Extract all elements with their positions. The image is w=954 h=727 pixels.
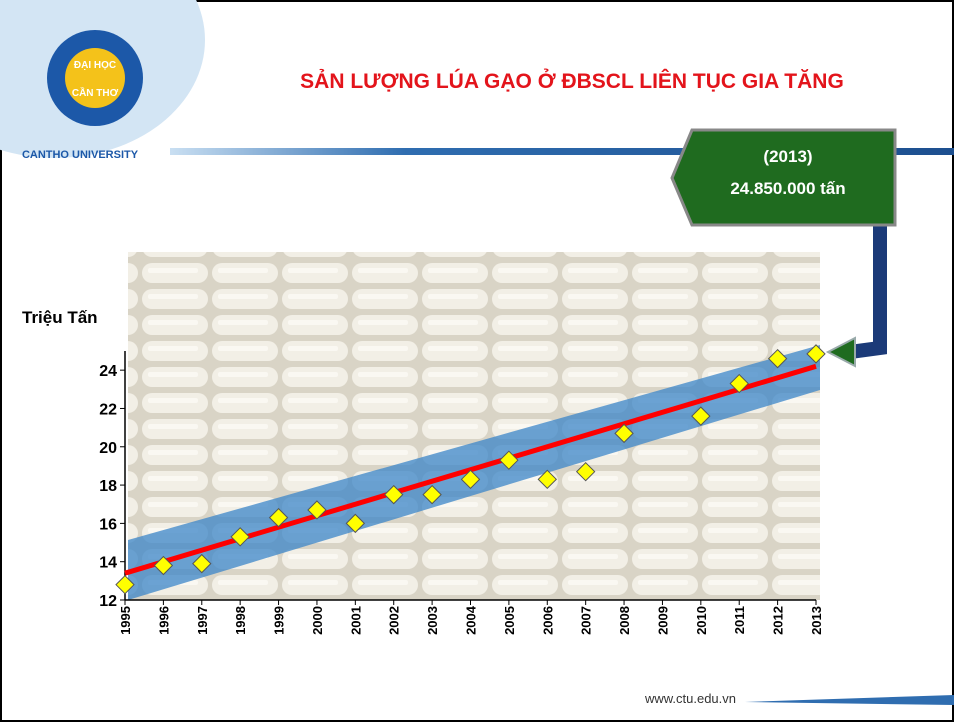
x-tick-label: 2013 [809, 606, 824, 635]
url: www.ctu.edu.vn [644, 691, 736, 706]
slide: ĐẠI HỌC CẦN THƠ CANTHO UNIVERSITY SẢN LƯ… [0, 0, 954, 722]
x-tick-label: 2003 [425, 606, 440, 635]
y-tick-label: 14 [99, 555, 117, 572]
x-tick-label: 2010 [694, 606, 709, 635]
y-tick-label: 12 [99, 593, 117, 610]
callout-box [672, 130, 895, 225]
logo-inner [65, 48, 125, 108]
y-tick-label: 22 [99, 401, 117, 418]
slide-title: SẢN LƯỢNG LÚA GẠO Ở ĐBSCL LIÊN TỤC GIA T… [300, 69, 844, 93]
x-tick-label: 2004 [464, 605, 479, 635]
x-tick-label: 2008 [617, 606, 632, 635]
x-tick-label: 1997 [195, 606, 210, 635]
callout-year: (2013) [763, 147, 812, 166]
logo-text: ĐẠI HỌC [74, 60, 116, 71]
x-tick-label: 2001 [348, 606, 363, 635]
x-tick-label: 1999 [272, 606, 287, 635]
y-tick-label: 20 [99, 440, 117, 457]
x-tick-label: 2009 [655, 606, 670, 635]
x-tick-label: 2006 [540, 606, 555, 635]
x-tick-label: 1995 [118, 606, 133, 635]
callout-value: 24.850.000 tấn [730, 179, 845, 198]
university-name: CANTHO UNIVERSITY [22, 149, 139, 161]
x-tick-label: 2005 [502, 606, 517, 635]
y-tick-label: 18 [99, 478, 117, 495]
y-tick-label: 24 [99, 363, 117, 380]
y-tick-label: 16 [99, 516, 117, 533]
x-tick-label: 2012 [771, 606, 786, 635]
y-axis-label: Triệu Tấn [22, 308, 98, 327]
x-tick-label: 2007 [579, 606, 594, 635]
x-tick-label: 1998 [233, 606, 248, 635]
logo-text: CẦN THƠ [72, 86, 119, 99]
x-tick-label: 2002 [387, 606, 402, 635]
x-tick-label: 1996 [156, 606, 171, 635]
x-tick-label: 2000 [310, 606, 325, 635]
x-tick-label: 2011 [732, 606, 747, 634]
